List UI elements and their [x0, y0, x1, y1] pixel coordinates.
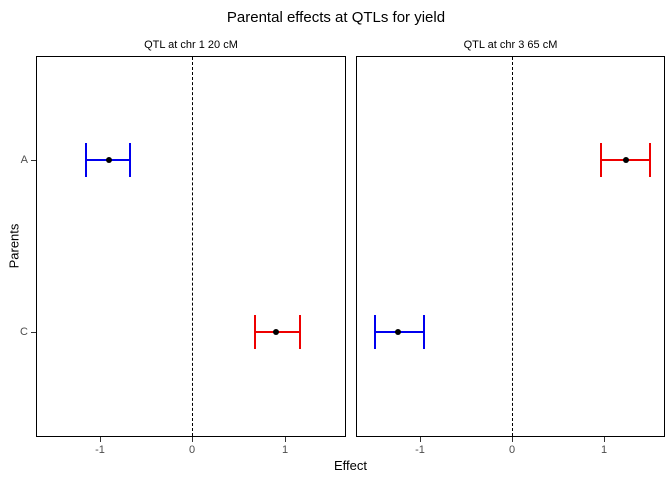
zero-reference-line	[192, 57, 193, 436]
error-bar-cap-right	[299, 315, 301, 349]
x-axis-tick-label: 1	[600, 444, 608, 456]
error-bar-cap-right	[649, 143, 651, 177]
x-axis-tick-label: -1	[415, 444, 425, 456]
x-axis-tick-label: 0	[188, 444, 196, 456]
x-axis-tick	[192, 437, 193, 442]
x-axis-tick	[285, 437, 286, 442]
y-axis-title: Parents	[6, 223, 22, 269]
x-axis-tick	[512, 437, 513, 442]
x-axis-tick	[100, 437, 101, 442]
error-bar-cap-left	[374, 315, 376, 349]
x-axis-tick-label: 0	[508, 444, 516, 456]
error-bar-cap-left	[254, 315, 256, 349]
chart-title: Parental effects at QTLs for yield	[226, 9, 446, 26]
point-estimate	[395, 329, 401, 335]
y-axis-tick	[31, 160, 36, 161]
x-axis-tick	[420, 437, 421, 442]
y-axis-tick-label: C	[20, 326, 28, 338]
error-bar-cap-left	[85, 143, 87, 177]
x-axis-tick-label: -1	[95, 444, 105, 456]
panel-strip-label-chr1: QTL at chr 1 20 cM	[144, 39, 238, 51]
x-axis-tick	[604, 437, 605, 442]
plot-panel-chr3	[356, 56, 665, 437]
error-bar-cap-right	[129, 143, 131, 177]
plot-panel-chr1	[36, 56, 346, 437]
y-axis-tick	[31, 332, 36, 333]
zero-reference-line	[512, 57, 513, 436]
point-estimate	[273, 329, 279, 335]
panel-strip-label-chr3: QTL at chr 3 65 cM	[463, 39, 558, 51]
x-axis-tick-label: 1	[281, 444, 289, 456]
point-estimate	[106, 157, 112, 163]
error-bar-cap-right	[423, 315, 425, 349]
error-bar-cap-left	[600, 143, 602, 177]
x-axis-title: Effect	[333, 458, 367, 473]
point-estimate	[623, 157, 629, 163]
y-axis-tick-label: A	[20, 154, 28, 166]
